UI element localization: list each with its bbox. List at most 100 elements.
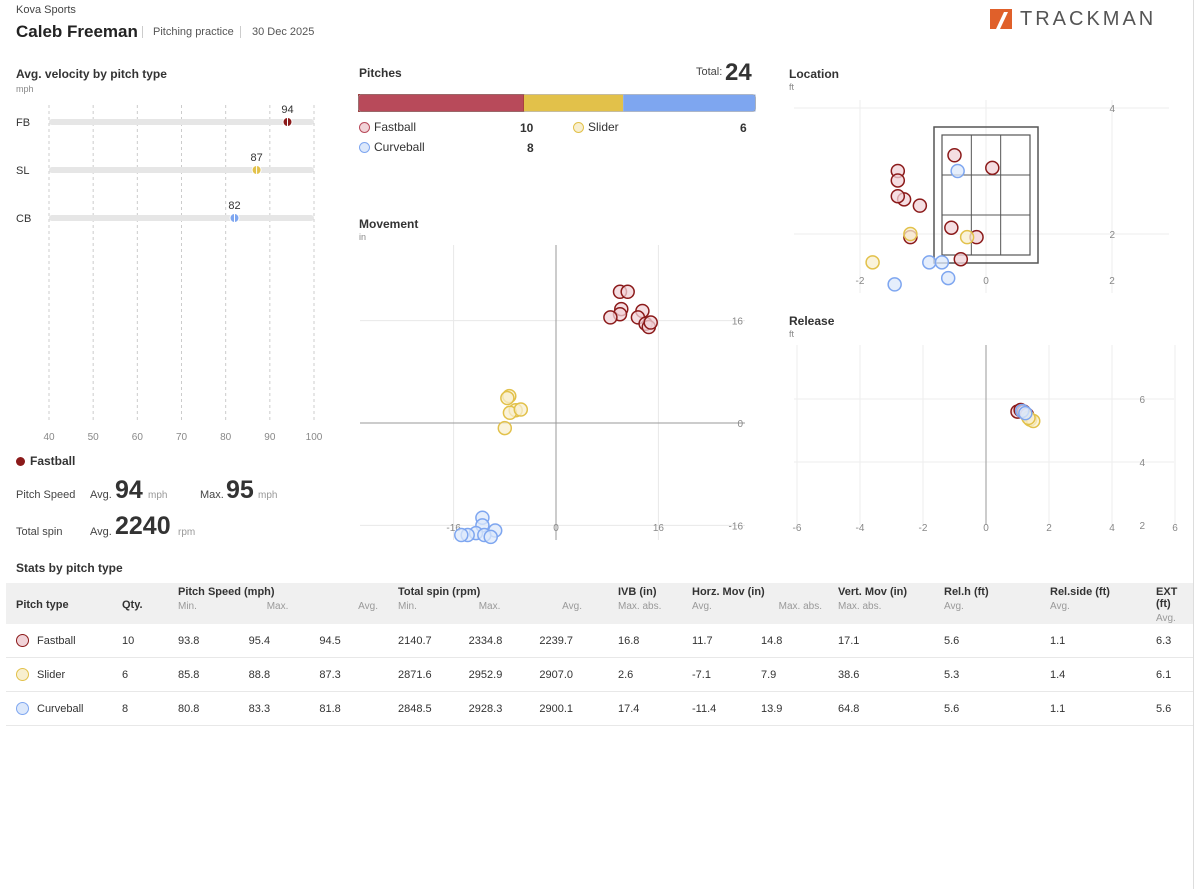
location-chart: -2 0 2 4 2 [794, 100, 1169, 293]
pitch-point [890, 188, 906, 204]
pitch-mix-segment [623, 94, 756, 112]
speed-max: 83.3 [248, 702, 271, 715]
total-spin-label: Total spin [16, 526, 63, 538]
y-tick-label: 16 [732, 317, 744, 328]
relside-cell: 1.1 [1046, 691, 1152, 726]
speed-max: 95.4 [248, 634, 271, 647]
spin-cells: 2140.7 2334.8 2239.7 [398, 635, 610, 647]
header-divider [142, 26, 143, 38]
sub-maxabs: Max. abs. [778, 601, 822, 612]
avg-label: Avg. [90, 526, 112, 538]
legend-label: Slider [588, 120, 619, 134]
col-label: Pitch Speed (mph) [178, 586, 275, 598]
movement-title: Movement [359, 217, 419, 231]
legend-curveball[interactable]: Curveball [359, 140, 425, 154]
col-rel-side[interactable]: Rel.side (ft) Avg. [1046, 583, 1152, 624]
row-label: FB [16, 117, 30, 129]
col-horz-mov[interactable]: Horz. Mov (in) Avg. Max. abs. [688, 583, 834, 624]
spin-min: 2848.5 [398, 702, 432, 715]
speed-unit: mph [258, 490, 278, 501]
trackman-logo-icon [990, 9, 1012, 29]
pitch-speed-label: Pitch Speed [16, 489, 76, 501]
sub-min: Min. [398, 601, 417, 612]
x-tick-label: 90 [264, 432, 276, 443]
horz-maxabs: 13.9 [761, 702, 783, 715]
sub-maxabs: Max. abs. [838, 601, 882, 612]
col-ext[interactable]: EXT (ft) Avg. [1152, 583, 1193, 624]
spin-min: 2140.7 [398, 634, 432, 647]
speed-avg: 81.8 [319, 702, 341, 715]
table-row[interactable]: Fastball 10 93.8 95.4 94.5 2140.7 2334.8 2239.7… [6, 624, 1193, 658]
legend-slider[interactable]: Slider [573, 120, 619, 134]
col-pitch-type[interactable]: Pitch type [16, 599, 69, 611]
pitch-point [865, 255, 880, 270]
relh-cell: 5.3 [940, 657, 1046, 692]
row-label: SL [16, 165, 29, 177]
spin-max: 2952.9 [468, 668, 503, 681]
fastball-dot-icon [16, 456, 25, 466]
relside-cell: 1.4 [1046, 657, 1152, 692]
col-total-spin[interactable]: Total spin (rpm) Min. Max. Avg. [394, 583, 614, 624]
fastball-dot-icon [359, 121, 370, 133]
velocity-title: Avg. velocity by pitch type [16, 67, 167, 81]
spin-min: 2871.6 [398, 668, 432, 681]
x-tick-label: 50 [88, 432, 100, 443]
session-type: Pitching practice [153, 26, 234, 38]
pitch-type-name: Slider [37, 668, 66, 681]
x-tick-label: 0 [553, 523, 559, 534]
relh-cell: 5.6 [940, 624, 1046, 658]
sub-max: Max. [478, 601, 501, 612]
legend-label: Fastball [374, 120, 417, 134]
col-qty[interactable]: Qty. [122, 599, 143, 611]
col-rel-h[interactable]: Rel.h (ft) Avg. [940, 583, 1046, 624]
max-label: Max. [200, 489, 224, 501]
pitch-point [887, 277, 902, 292]
vert-cell: 38.6 [834, 657, 940, 692]
spin-avg: 2900.1 [539, 702, 573, 715]
brand-logo-text: TRACKMAN [1020, 8, 1157, 30]
pitch-point [454, 527, 469, 543]
velocity-value-label: 87 [250, 152, 262, 164]
y-tick-label: 0 [737, 419, 743, 430]
y-tick-label: 4 [1139, 458, 1145, 469]
table-row[interactable]: Slider 6 85.8 88.8 87.3 2871.6 2952.9 2907.0 2.6… [6, 657, 1193, 692]
pitch-point [500, 390, 515, 406]
col-label: Vert. Mov (in) [838, 586, 908, 598]
sub-avg: Avg. [692, 601, 712, 612]
col-label: IVB (in) [618, 586, 657, 598]
stats-table: Pitch type Qty. Pitch Speed (mph) Min. Max… [6, 583, 1193, 726]
horz-avg: -7.1 [692, 668, 711, 681]
pitch-point [890, 173, 906, 188]
ivb-cell: 17.4 [614, 691, 688, 726]
x-tick-label: 80 [220, 432, 232, 443]
speed-avg: 94.5 [319, 634, 341, 647]
x-tick-label: 0 [983, 276, 989, 287]
speed-min: 93.8 [178, 634, 200, 647]
table-row[interactable]: Curveball 8 80.8 83.3 81.8 2848.5 2928.3 2900.1… [6, 691, 1193, 726]
x-tick-label: 60 [132, 432, 144, 443]
stats-title: Stats by pitch type [16, 561, 123, 575]
x-tick-label: 70 [176, 432, 188, 443]
legend-count: 6 [740, 121, 747, 135]
spin-unit: rpm [178, 527, 196, 538]
col-vert-mov[interactable]: Vert. Mov (in) Max. abs. [834, 583, 940, 624]
qty-cell: 8 [118, 691, 174, 726]
qty-cell: 10 [118, 624, 174, 658]
pitch-point [985, 160, 1000, 176]
legend-fastball[interactable]: Fastball [359, 120, 416, 134]
x-tick-label: 16 [653, 523, 665, 534]
location-title: Location [789, 67, 839, 81]
ivb-cell: 2.6 [614, 657, 688, 692]
sub-avg: Avg. [944, 601, 964, 612]
col-label: Rel.h (ft) [944, 586, 989, 598]
selected-pitch-title: Fastball [16, 454, 75, 468]
ext-cell: 6.3 [1152, 624, 1193, 658]
pitch-point [922, 255, 937, 270]
pitch-mix-outline [358, 94, 756, 112]
slider-dot-icon [16, 668, 29, 681]
pitch-point [483, 529, 498, 545]
x-tick-label: 40 [43, 432, 55, 443]
col-ivb[interactable]: IVB (in) Max. abs. [614, 583, 688, 624]
sub-avg: Avg. [562, 601, 582, 612]
col-pitch-speed[interactable]: Pitch Speed (mph) Min. Max. Avg. [174, 583, 394, 624]
